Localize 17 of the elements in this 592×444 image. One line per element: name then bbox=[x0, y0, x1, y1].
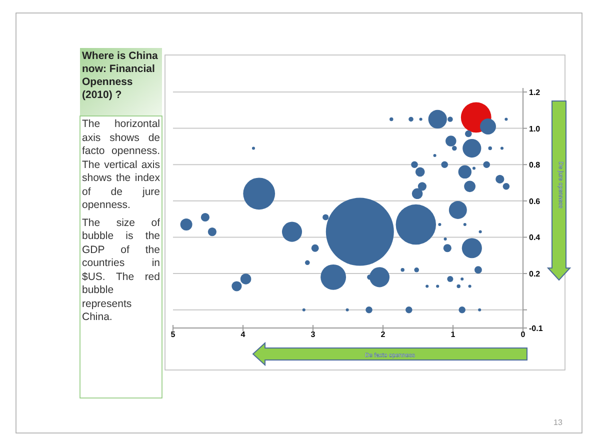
y-tick-label: -0.1 bbox=[529, 324, 544, 333]
y-tick-label: 0.6 bbox=[529, 196, 541, 206]
x-tick-label: 4 bbox=[240, 330, 246, 339]
text: The size of bubble is the GDP of the countries in $US. The red bubble represents China. bbox=[82, 216, 160, 324]
x-tick-label: 2 bbox=[380, 330, 386, 339]
x-tick-label: 3 bbox=[310, 330, 316, 339]
y-tick-label: 0.2 bbox=[529, 270, 541, 279]
x-tick-label: 5 bbox=[170, 330, 176, 339]
chart-title: Where is China now: Financial Openness (2010) ? bbox=[82, 50, 159, 102]
y-tick-label: 0.8 bbox=[529, 160, 541, 170]
y-tick-label: 1.0 bbox=[529, 124, 541, 134]
y-tick-label: 0.4 bbox=[529, 233, 541, 242]
y-tick-label: 1.2 bbox=[529, 88, 541, 97]
x-tick-label: 1 bbox=[450, 330, 456, 339]
x-tick-label: 0 bbox=[520, 330, 526, 339]
text: The horizontal axis shows de facto openness. The vertical axis shows the index of de jure openness. bbox=[82, 118, 160, 212]
text: 13 bbox=[554, 418, 563, 427]
